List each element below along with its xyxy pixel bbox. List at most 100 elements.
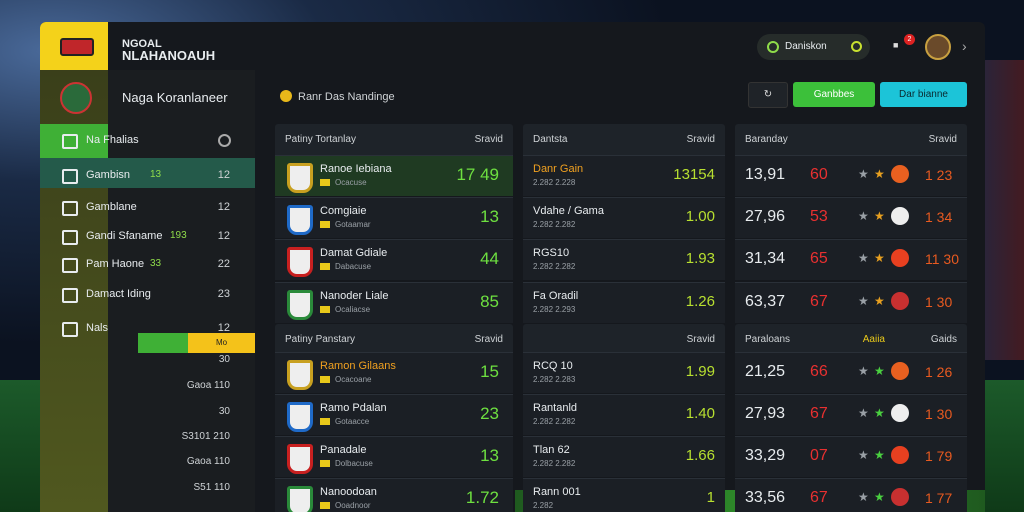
match-value: 13154 xyxy=(673,166,715,183)
star-icon[interactable]: ★ xyxy=(858,251,869,265)
header-cell: Paraloans xyxy=(745,334,791,345)
nav-tag: 13 xyxy=(150,169,162,180)
nav-value: 23 xyxy=(217,288,230,300)
star-icon[interactable]: ★ xyxy=(874,167,885,181)
star-icon[interactable]: ★ xyxy=(874,490,885,504)
nav-tag: 33 xyxy=(150,258,162,269)
nav-icon[interactable] xyxy=(62,258,78,273)
search-box[interactable]: Daniskon xyxy=(757,34,870,60)
team-badge xyxy=(287,290,313,320)
nav-value: 12 xyxy=(217,169,230,181)
row xyxy=(523,478,725,512)
team-badge xyxy=(287,360,313,390)
row xyxy=(735,478,967,512)
match-value: 1.00 xyxy=(685,208,715,225)
nav-label[interactable]: Gandi Sfaname xyxy=(86,230,163,242)
nav-label[interactable]: Na Fhalias xyxy=(86,134,139,146)
row xyxy=(275,394,513,435)
team-ball xyxy=(891,165,909,183)
team-name: Damat Gdiale xyxy=(320,247,388,259)
header-cell: Sravid xyxy=(686,134,715,145)
team-badge xyxy=(287,444,313,474)
row xyxy=(523,155,725,196)
star-icon[interactable]: ★ xyxy=(874,406,885,420)
match-value: 1.93 xyxy=(685,250,715,267)
team-value: 23 xyxy=(480,404,499,423)
side-list-item: Gaoa 110 xyxy=(186,380,230,391)
avatar[interactable] xyxy=(925,34,951,60)
header-cell: Dantsta xyxy=(533,134,568,145)
green-button[interactable]: Ganbbes xyxy=(793,82,875,107)
nav-clock[interactable] xyxy=(218,134,231,147)
search-text: Daniskon xyxy=(785,41,827,52)
row xyxy=(735,155,967,196)
brand-top: NGOAL xyxy=(122,38,162,50)
odds-a: 27,96 xyxy=(745,208,786,225)
side-list-item: Gaoa 110 xyxy=(186,456,230,467)
match-name: Tlan 62 xyxy=(533,444,570,456)
team-sub: Dabacuse xyxy=(335,262,372,271)
odds-c: 1 30 xyxy=(925,406,953,422)
refresh-button[interactable]: ↻ xyxy=(748,82,788,108)
header-cell: Sravid xyxy=(474,134,503,145)
cyan-button[interactable]: Dar bianne xyxy=(880,82,967,107)
star-icon[interactable]: ★ xyxy=(858,364,869,378)
star-icon[interactable]: ★ xyxy=(858,490,869,504)
team-badge xyxy=(287,205,313,235)
nav-value: 12 xyxy=(217,230,230,242)
team-flag xyxy=(320,306,330,313)
row xyxy=(735,394,967,435)
nav-icon[interactable] xyxy=(62,134,78,149)
nav-label[interactable]: Pam Haone xyxy=(86,258,145,270)
match-sub: 2.282 2.293 xyxy=(533,305,576,314)
match-sub: 2.282 2.282 xyxy=(533,262,576,271)
star-icon[interactable]: ★ xyxy=(858,167,869,181)
team-ball xyxy=(891,207,909,225)
row xyxy=(275,478,513,512)
star-icon[interactable]: ★ xyxy=(874,251,885,265)
chevron[interactable]: › xyxy=(962,38,967,54)
nav-icon[interactable] xyxy=(62,322,78,337)
match-value: 1.66 xyxy=(685,447,715,464)
nav-label[interactable]: Damact Iding xyxy=(86,288,151,300)
nav-icon[interactable] xyxy=(62,288,78,303)
star-icon[interactable]: ★ xyxy=(874,294,885,308)
nav-label[interactable]: Gambisn xyxy=(86,169,131,181)
row xyxy=(275,239,513,280)
header-cell: Aaiia xyxy=(862,334,885,345)
logo-box xyxy=(40,22,108,70)
nav-icon[interactable] xyxy=(62,169,78,184)
progress-green xyxy=(138,333,188,353)
star-icon[interactable]: ★ xyxy=(874,448,885,462)
match-name: RGS10 xyxy=(533,247,570,259)
table-header xyxy=(275,324,513,356)
odds-b: 67 xyxy=(810,489,828,506)
team-flag xyxy=(320,263,330,270)
star-icon[interactable]: ★ xyxy=(874,209,885,223)
star-icon[interactable]: ★ xyxy=(858,209,869,223)
odds-c: 1 23 xyxy=(925,167,953,183)
odds-c: 1 30 xyxy=(925,294,953,310)
star-icon[interactable]: ★ xyxy=(874,364,885,378)
team-name: Panadale xyxy=(320,444,367,456)
star-icon[interactable]: ★ xyxy=(858,406,869,420)
header-cell: Gaids xyxy=(930,334,957,345)
match-sub: 2.282 2.282 xyxy=(533,220,576,229)
bell-icon[interactable]: ■ xyxy=(893,40,899,50)
team-name: Ramon Gilaans xyxy=(320,360,396,372)
row xyxy=(735,352,967,393)
odds-a: 31,34 xyxy=(745,250,786,267)
team-name: Nanoder Liale xyxy=(320,290,389,302)
nav-label[interactable]: Gamblane xyxy=(86,201,137,213)
match-sub: 2.282 2.282 xyxy=(533,417,576,426)
star-icon[interactable]: ★ xyxy=(858,448,869,462)
nav-icon[interactable] xyxy=(62,201,78,216)
star-icon[interactable]: ★ xyxy=(858,294,869,308)
nav-icon[interactable] xyxy=(62,230,78,245)
odds-a: 63,37 xyxy=(745,293,786,310)
match-sub: 2.282 2.283 xyxy=(533,375,576,384)
side-list-item: S3101 210 xyxy=(181,431,230,442)
nav-label[interactable]: Nals xyxy=(86,322,109,334)
team-name: Comgiaie xyxy=(320,205,367,217)
odds-b: 65 xyxy=(810,250,828,267)
